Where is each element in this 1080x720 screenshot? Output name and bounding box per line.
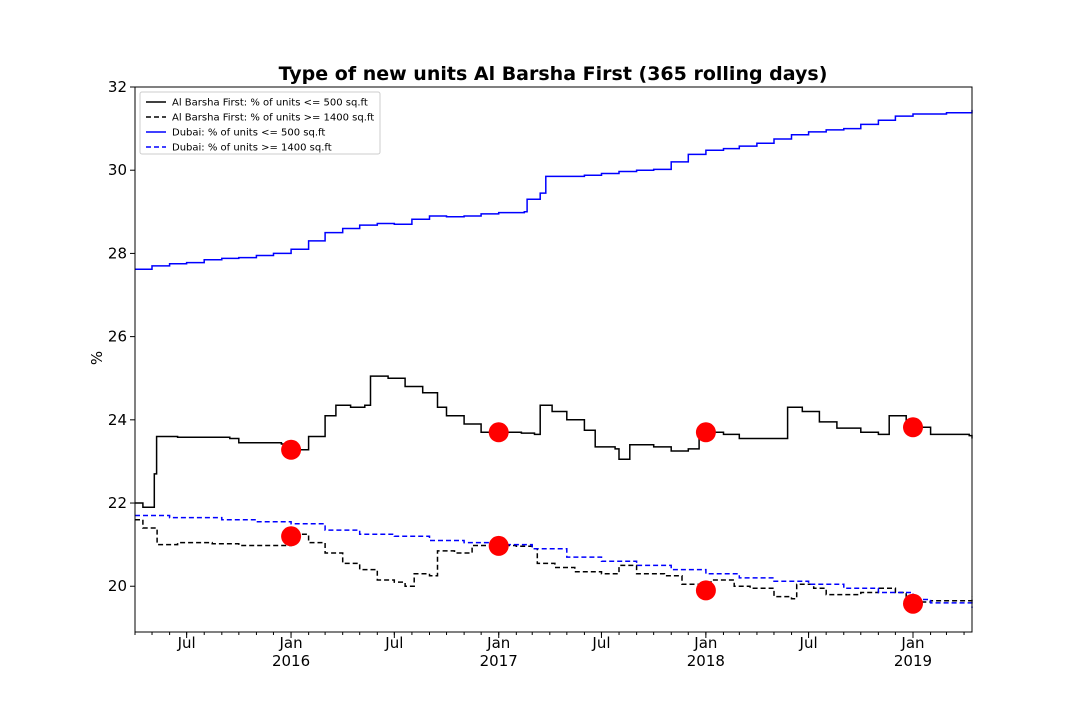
- red-marker-3: [695, 422, 716, 443]
- x-tick-year-2: 2016: [272, 652, 310, 670]
- series-line-4: [135, 514, 973, 608]
- x-tick-label-8: Jan: [900, 634, 924, 652]
- y-tick-label-20: 20: [108, 577, 127, 595]
- red-marker-4: [903, 417, 923, 438]
- x-tick-label-5: Jul: [591, 634, 610, 652]
- plot-area: [135, 109, 973, 614]
- x-tick-label-7: Jul: [799, 634, 818, 652]
- red-marker-2: [488, 422, 509, 443]
- legend-label-4: Dubai: % of units >= 1400 sq.ft: [172, 143, 332, 154]
- y-axis-label: %: [88, 351, 106, 365]
- y-tick-label-30: 30: [108, 161, 127, 179]
- red-marker-5: [281, 526, 302, 547]
- x-tick-label-4: Jan: [486, 634, 510, 652]
- red-marker-1: [281, 439, 302, 460]
- legend: Al Barsha First: % of units <= 500 sq.ft…: [139, 91, 381, 155]
- legend-box: [139, 91, 381, 155]
- x-tick-label-1: Jul: [177, 634, 196, 652]
- x-tick-year-8: 2019: [894, 652, 932, 670]
- chart-title: Type of new units Al Barsha First (365 r…: [279, 63, 828, 85]
- red-marker-6: [488, 535, 509, 556]
- y-tick-label-32: 32: [108, 78, 127, 96]
- legend-label-1: Al Barsha First: % of units <= 500 sq.ft: [172, 98, 368, 109]
- series-line-2: [135, 518, 973, 603]
- y-tick-label-28: 28: [108, 244, 127, 262]
- x-tick-year-4: 2017: [480, 652, 518, 670]
- y-tick-label-26: 26: [108, 328, 127, 346]
- y-tick-label-24: 24: [108, 411, 127, 429]
- series-line-1: [135, 375, 973, 508]
- y-tick-label-22: 22: [108, 494, 127, 512]
- series-line-3: [135, 109, 973, 270]
- axes-frame: [134, 86, 973, 633]
- red-marker-8: [903, 593, 923, 614]
- red-marker-7: [695, 580, 716, 601]
- x-tick-year-6: 2018: [687, 652, 725, 670]
- x-tick-label-2: Jan: [278, 634, 302, 652]
- legend-label-3: Dubai: % of units <= 500 sq.ft: [172, 128, 325, 139]
- x-tick-label-3: Jul: [384, 634, 403, 652]
- x-tick-label-6: Jan: [693, 634, 717, 652]
- legend-label-2: Al Barsha First: % of units >= 1400 sq.f…: [172, 113, 374, 124]
